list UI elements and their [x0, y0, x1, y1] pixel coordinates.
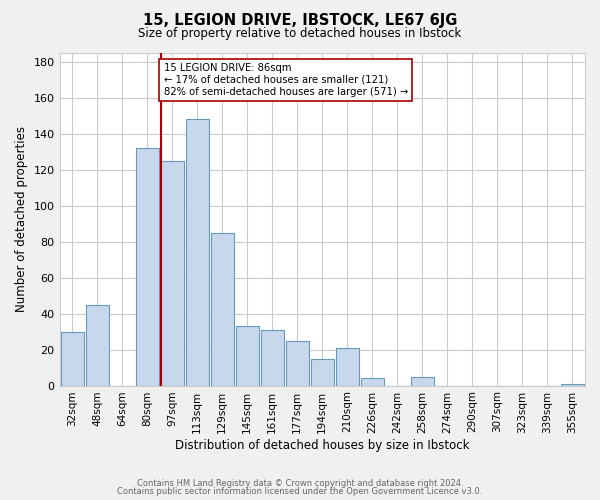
Bar — [185, 119, 209, 386]
Bar — [211, 232, 233, 386]
Bar — [236, 326, 259, 386]
Text: 15, LEGION DRIVE, IBSTOCK, LE67 6JG: 15, LEGION DRIVE, IBSTOCK, LE67 6JG — [143, 12, 457, 28]
Y-axis label: Number of detached properties: Number of detached properties — [15, 126, 28, 312]
Text: 15 LEGION DRIVE: 86sqm
← 17% of detached houses are smaller (121)
82% of semi-de: 15 LEGION DRIVE: 86sqm ← 17% of detached… — [164, 64, 408, 96]
Bar — [311, 358, 334, 386]
Bar — [86, 304, 109, 386]
X-axis label: Distribution of detached houses by size in Ibstock: Distribution of detached houses by size … — [175, 440, 470, 452]
Bar — [286, 340, 309, 386]
Text: Contains public sector information licensed under the Open Government Licence v3: Contains public sector information licen… — [118, 487, 482, 496]
Bar — [561, 384, 584, 386]
Bar — [161, 160, 184, 386]
Bar — [261, 330, 284, 386]
Bar — [61, 332, 83, 386]
Bar — [361, 378, 384, 386]
Bar — [136, 148, 158, 386]
Text: Size of property relative to detached houses in Ibstock: Size of property relative to detached ho… — [139, 28, 461, 40]
Bar — [411, 376, 434, 386]
Text: Contains HM Land Registry data © Crown copyright and database right 2024.: Contains HM Land Registry data © Crown c… — [137, 478, 463, 488]
Bar — [336, 348, 359, 386]
